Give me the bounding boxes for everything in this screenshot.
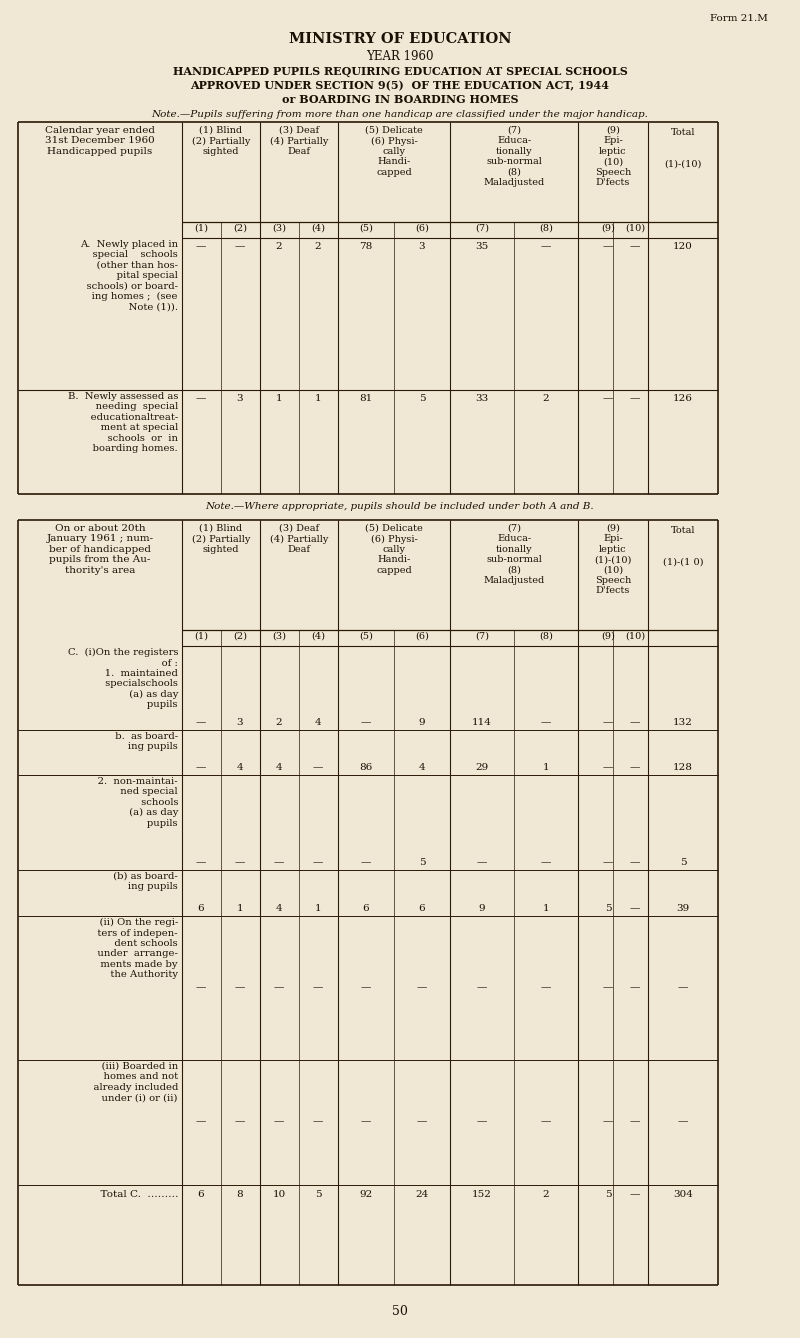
- Text: (1) Blind
(2) Partially
sighted: (1) Blind (2) Partially sighted: [192, 126, 250, 157]
- Text: 5: 5: [418, 858, 426, 867]
- Text: (7): (7): [475, 632, 489, 641]
- Text: (9): (9): [601, 632, 615, 641]
- Text: 5: 5: [418, 393, 426, 403]
- Text: 9: 9: [478, 904, 486, 913]
- Text: (9)
Epi-
leptic
(10)
Speech
D'fects: (9) Epi- leptic (10) Speech D'fects: [595, 126, 631, 187]
- Text: MINISTRY OF EDUCATION: MINISTRY OF EDUCATION: [289, 32, 511, 45]
- Text: —: —: [678, 983, 688, 993]
- Text: 6: 6: [198, 1189, 204, 1199]
- Text: —: —: [196, 719, 206, 727]
- Text: (1): (1): [194, 632, 208, 641]
- Text: 2: 2: [276, 242, 282, 252]
- Text: —: —: [196, 1117, 206, 1127]
- Text: —: —: [235, 1117, 245, 1127]
- Text: —: —: [477, 1117, 487, 1127]
- Text: (2): (2): [233, 632, 247, 641]
- Text: —: —: [196, 242, 206, 252]
- Text: (1) Blind
(2) Partially
sighted: (1) Blind (2) Partially sighted: [192, 524, 250, 554]
- Text: —: —: [235, 242, 245, 252]
- Text: (iii) Boarded in
            homes and not
            already included
        : (iii) Boarded in homes and not already i…: [56, 1062, 178, 1103]
- Text: (3): (3): [272, 223, 286, 233]
- Text: B.  Newly assessed as
     needing  special
     educationaltreat-
     ment at : B. Newly assessed as needing special edu…: [68, 392, 178, 454]
- Text: Total


(1)-(10): Total (1)-(10): [664, 128, 702, 169]
- Text: 5: 5: [605, 1189, 611, 1199]
- Text: 24: 24: [415, 1189, 429, 1199]
- Text: —: —: [235, 983, 245, 993]
- Text: —: —: [603, 763, 613, 772]
- Text: (7)
Educa-
tionally
sub-normal
(8)
Maladjusted: (7) Educa- tionally sub-normal (8) Malad…: [483, 524, 545, 585]
- Text: (10): (10): [625, 223, 645, 233]
- Text: (1): (1): [194, 223, 208, 233]
- Text: (8): (8): [539, 223, 553, 233]
- Text: 152: 152: [472, 1189, 492, 1199]
- Text: (ii) On the regi-
           ters of indepen-
           dent schools
          : (ii) On the regi- ters of indepen- dent …: [63, 918, 178, 979]
- Text: (6): (6): [415, 223, 429, 233]
- Text: (9): (9): [601, 223, 615, 233]
- Text: (8): (8): [539, 632, 553, 641]
- Text: 35: 35: [475, 242, 489, 252]
- Text: 114: 114: [472, 719, 492, 727]
- Text: 2.  non-maintai-
          ned special
          schools
          (a) as day
  : 2. non-maintai- ned special schools (a) …: [82, 777, 178, 828]
- Text: 86: 86: [359, 763, 373, 772]
- Text: 9: 9: [418, 719, 426, 727]
- Text: 2: 2: [542, 393, 550, 403]
- Text: 1: 1: [237, 904, 243, 913]
- Text: 5: 5: [680, 858, 686, 867]
- Text: —: —: [361, 858, 371, 867]
- Text: 4: 4: [276, 763, 282, 772]
- Text: 120: 120: [673, 242, 693, 252]
- Text: b.  as board-
               ing pupils: b. as board- ing pupils: [82, 732, 178, 752]
- Text: (3) Deaf
(4) Partially
Deaf: (3) Deaf (4) Partially Deaf: [270, 126, 328, 157]
- Text: —: —: [235, 858, 245, 867]
- Text: —: —: [196, 393, 206, 403]
- Text: —: —: [678, 1117, 688, 1127]
- Text: (4): (4): [311, 632, 325, 641]
- Text: —: —: [630, 719, 640, 727]
- Text: —: —: [477, 858, 487, 867]
- Text: (3) Deaf
(4) Partially
Deaf: (3) Deaf (4) Partially Deaf: [270, 524, 328, 554]
- Text: —: —: [630, 763, 640, 772]
- Text: —: —: [313, 858, 323, 867]
- Text: —: —: [274, 858, 284, 867]
- Text: (6): (6): [415, 632, 429, 641]
- Text: —: —: [603, 393, 613, 403]
- Text: 1: 1: [314, 393, 322, 403]
- Text: Note.—Pupils suffering from more than one handicap are classified under the majo: Note.—Pupils suffering from more than on…: [151, 110, 649, 119]
- Text: 3: 3: [237, 719, 243, 727]
- Text: HANDICAPPED PUPILS REQUIRING EDUCATION AT SPECIAL SCHOOLS: HANDICAPPED PUPILS REQUIRING EDUCATION A…: [173, 66, 627, 78]
- Text: (10): (10): [625, 632, 645, 641]
- Text: APPROVED UNDER SECTION 9(5)  OF THE EDUCATION ACT, 1944: APPROVED UNDER SECTION 9(5) OF THE EDUCA…: [190, 80, 610, 91]
- Text: —: —: [196, 983, 206, 993]
- Text: —: —: [313, 983, 323, 993]
- Text: On or about 20th
January 1961 ; num-
ber of handicapped
pupils from the Au-
thor: On or about 20th January 1961 ; num- ber…: [46, 524, 154, 574]
- Text: 3: 3: [237, 393, 243, 403]
- Text: 2: 2: [314, 242, 322, 252]
- Text: (5): (5): [359, 223, 373, 233]
- Text: 3: 3: [418, 242, 426, 252]
- Text: —: —: [313, 1117, 323, 1127]
- Text: 5: 5: [314, 1189, 322, 1199]
- Text: —: —: [417, 983, 427, 993]
- Text: —: —: [630, 858, 640, 867]
- Text: 6: 6: [418, 904, 426, 913]
- Text: 304: 304: [673, 1189, 693, 1199]
- Text: —: —: [630, 983, 640, 993]
- Text: —: —: [630, 904, 640, 913]
- Text: Calendar year ended
31st December 1960
Handicapped pupils: Calendar year ended 31st December 1960 H…: [45, 126, 155, 155]
- Text: 6: 6: [362, 904, 370, 913]
- Text: —: —: [196, 858, 206, 867]
- Text: —: —: [361, 1117, 371, 1127]
- Text: —: —: [541, 719, 551, 727]
- Text: —: —: [361, 983, 371, 993]
- Text: —: —: [630, 393, 640, 403]
- Text: (5) Delicate
(6) Physi-
cally
Handi-
capped: (5) Delicate (6) Physi- cally Handi- cap…: [365, 524, 423, 575]
- Text: (5) Delicate
(6) Physi-
cally
Handi-
capped: (5) Delicate (6) Physi- cally Handi- cap…: [365, 126, 423, 177]
- Text: —: —: [630, 242, 640, 252]
- Text: —: —: [541, 1117, 551, 1127]
- Text: 4: 4: [276, 904, 282, 913]
- Text: 5: 5: [605, 904, 611, 913]
- Text: C.  (i)On the registers
     of :
     1.  maintained
          specialschools
 : C. (i)On the registers of : 1. maintaine…: [67, 648, 178, 709]
- Text: A.  Newly placed in
     special    schools
     (other than hos-
     pital spe: A. Newly placed in special schools (othe…: [71, 240, 178, 312]
- Text: —: —: [603, 719, 613, 727]
- Text: 1: 1: [542, 904, 550, 913]
